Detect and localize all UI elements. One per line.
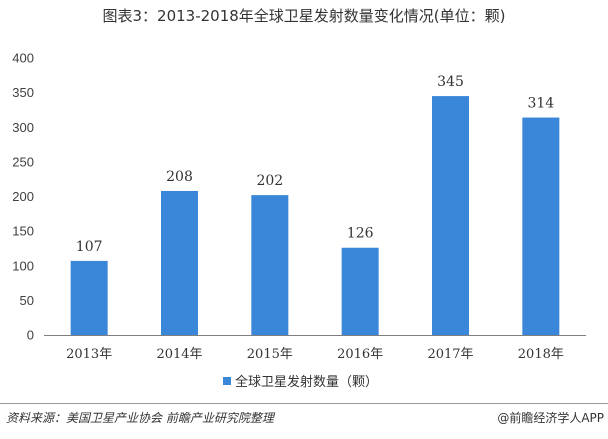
source-note: 资料来源：美国卫星产业协会 前瞻产业研究院整理 [6, 411, 274, 425]
x-axis: 2013年 2014年 2015年 2016年 2017年 2018年 [44, 335, 586, 362]
data-label: 314 [527, 96, 554, 112]
legend-swatch [223, 377, 231, 385]
y-tick-label: 100 [12, 258, 34, 273]
y-tick-label: 50 [20, 293, 34, 308]
bar [161, 190, 198, 335]
data-label: 107 [76, 239, 103, 255]
y-axis: 0 50 100 150 200 250 300 350 400 [12, 51, 34, 343]
y-tick-label: 0 [27, 328, 34, 343]
bar [251, 195, 289, 335]
y-tick-label: 250 [12, 154, 34, 169]
legend-label: 全球卫星发射数量（颗） [235, 374, 378, 390]
y-tick-label: 300 [12, 120, 34, 135]
x-tick-label: 2018年 [518, 347, 564, 362]
bar [522, 117, 560, 336]
data-label: 202 [256, 173, 283, 189]
x-tick-label: 2015年 [247, 347, 293, 362]
bar-chart: 0 50 100 150 200 250 300 350 400 107 208 202 126 345… [12, 51, 586, 390]
bar [70, 260, 108, 335]
bars [70, 96, 560, 336]
legend: 全球卫星发射数量（颗） [223, 374, 378, 390]
y-tick-label: 400 [12, 51, 34, 66]
data-labels: 107 208 202 126 345 314 [76, 74, 554, 255]
brand-credit: @前瞻经济学人APP [497, 411, 604, 425]
y-tick-label: 200 [12, 189, 34, 204]
x-tick-label: 2014年 [156, 347, 202, 362]
data-label: 126 [347, 226, 374, 242]
chart-title: 图表3：2013-2018年全球卫星发射数量变化情况(单位：颗) [102, 7, 506, 25]
bar [432, 96, 469, 336]
data-label: 208 [166, 169, 193, 185]
footer-divider [0, 403, 608, 404]
y-tick-label: 150 [12, 224, 34, 239]
bar [341, 247, 379, 335]
y-tick-label: 350 [12, 85, 34, 100]
x-tick-label: 2013年 [66, 347, 112, 362]
x-tick-label: 2017年 [427, 347, 473, 362]
data-label: 345 [437, 74, 464, 90]
x-tick-label: 2016年 [337, 347, 383, 362]
